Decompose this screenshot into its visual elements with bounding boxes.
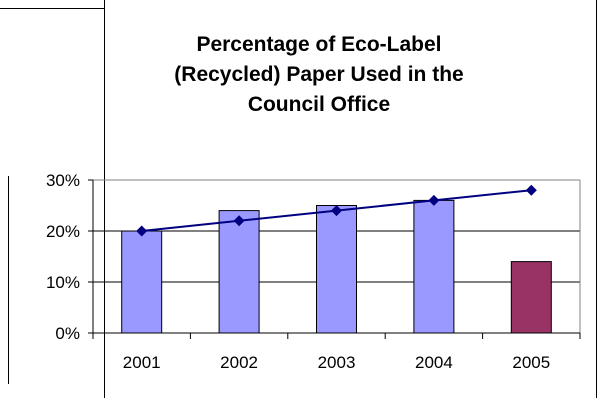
x-tick-label-2003: 2003 <box>318 353 356 372</box>
bar-2002 <box>218 210 260 334</box>
x-tick-label-2002: 2002 <box>220 353 258 372</box>
y-tick-label: 10% <box>46 273 80 292</box>
x-tick-label-2005: 2005 <box>512 353 550 372</box>
bar-2004 <box>413 199 455 334</box>
line-marker-2005 <box>525 184 537 196</box>
line-marker-2004 <box>428 194 440 206</box>
y-tick-label: 30% <box>46 171 80 190</box>
bar-2003 <box>316 205 357 334</box>
line-marker-2001 <box>136 225 148 237</box>
chart-area-right-border <box>596 0 597 398</box>
y-tick-label: 20% <box>46 222 80 241</box>
x-tick-label-2001: 2001 <box>123 353 161 372</box>
line-marker-2003 <box>331 205 342 217</box>
chart-title: Percentage of Eco-Label (Recycled) Paper… <box>174 33 463 116</box>
bar-2005 <box>510 261 552 334</box>
chart-title-line-2: (Recycled) Paper Used in the <box>174 63 463 86</box>
x-tick-label-2004: 2004 <box>415 353 453 372</box>
bar-2001 <box>121 230 163 334</box>
chart-title-line-1: Percentage of Eco-Label <box>196 33 441 56</box>
line-marker-2002 <box>233 215 245 227</box>
frame-top-left-line <box>0 8 104 9</box>
plot-area: 0% 10% 20% 30% 2001 2002 2003 2004 2005 <box>46 171 581 372</box>
chart-title-line-3: Council Office <box>248 93 390 116</box>
frame-left-border <box>8 176 9 384</box>
y-tick-label: 0% <box>55 324 80 343</box>
chart-area-left-border <box>104 0 105 398</box>
